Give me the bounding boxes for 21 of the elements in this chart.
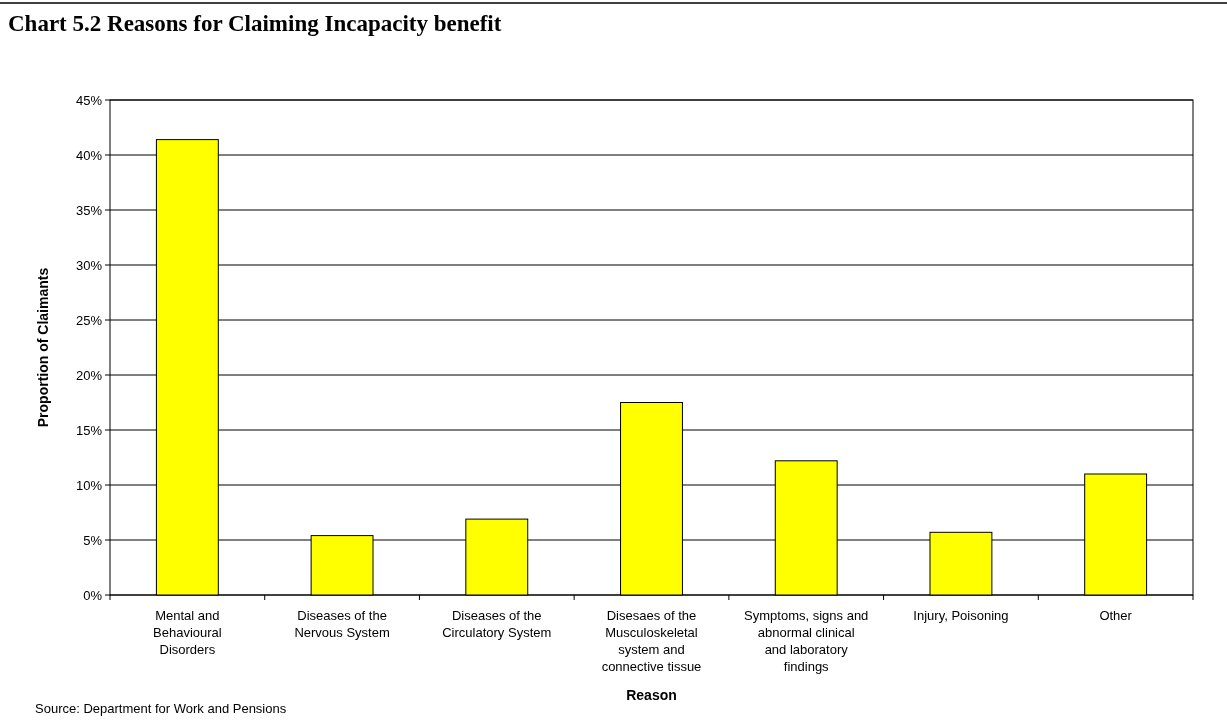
x-tick-label: Other: [1099, 608, 1133, 623]
x-axis-title: Reason: [626, 687, 677, 703]
y-tick-label: 35%: [75, 202, 103, 218]
y-tick-label: 15%: [75, 422, 103, 438]
y-tick-label: 40%: [75, 147, 103, 163]
y-tick-label: 30%: [75, 257, 103, 273]
y-axis-title: Proportion of Claimants: [35, 267, 51, 428]
y-tick-label: 0%: [83, 587, 103, 603]
x-tick-label: Injury, Poisoning: [913, 608, 1009, 623]
x-tick-label: Disesaes of the Musculoskeletal system and connective tissue: [601, 608, 702, 674]
x-tick-label: Diseases of the Circulatory System: [442, 608, 552, 640]
x-tick-label: Mental and Behavioural Disorders: [153, 608, 222, 657]
y-tick-label: 5%: [83, 532, 103, 548]
x-tick-label: Diseases of the Nervous System: [294, 608, 390, 640]
y-tick-label: 25%: [75, 312, 103, 328]
x-tick-label: Symptoms, signs and abnormal clinical and laboratory findings: [744, 608, 869, 674]
source-note: Source: Department for Work and Pensions: [35, 701, 287, 716]
y-tick-label: 10%: [75, 477, 103, 493]
y-tick-label: 45%: [75, 92, 103, 108]
chart-title: Chart 5.2 Reasons for Claiming Incapacity benefit: [8, 11, 502, 36]
y-tick-label: 20%: [75, 367, 103, 383]
